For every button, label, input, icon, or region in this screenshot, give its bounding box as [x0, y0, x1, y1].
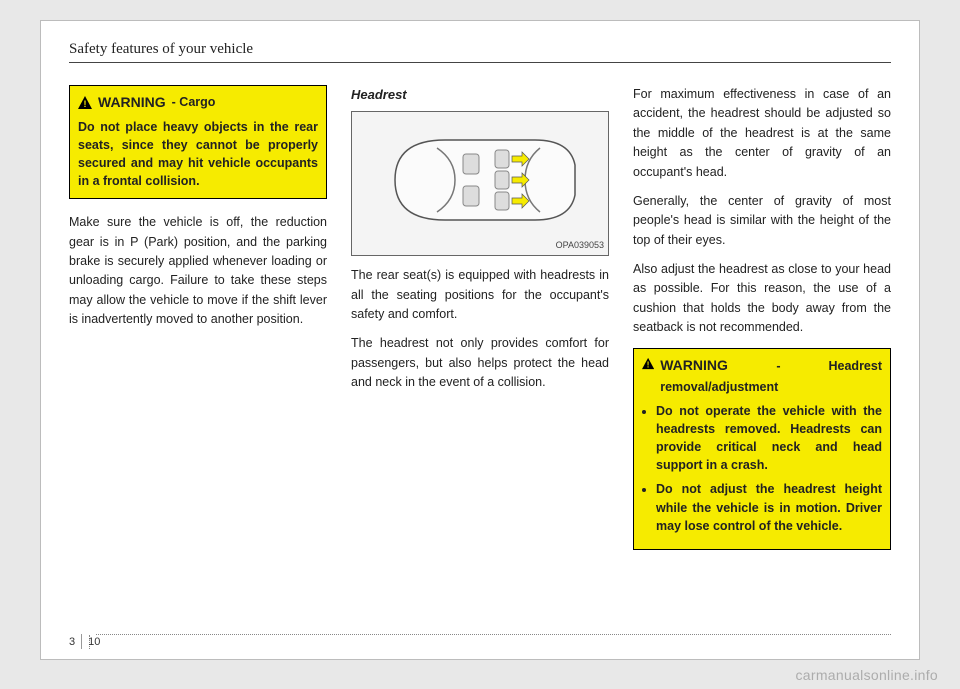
paragraph: The rear seat(s) is equipped with headre… [351, 266, 609, 324]
column-3: For maximum effectiveness in case of an … [633, 85, 891, 564]
page-header: Safety features of your vehicle [69, 41, 891, 63]
warning-list-item: Do not operate the vehicle with the head… [656, 402, 882, 475]
car-top-view-icon [375, 120, 585, 240]
column-1: ! WARNING - Cargo Do not place heavy obj… [69, 85, 327, 564]
page-number-separator [81, 634, 82, 649]
paragraph: For maximum effectiveness in case of an … [633, 85, 891, 182]
warning-title: ! WARNING - Headrest removal/adjustment [642, 355, 882, 398]
warning-list-item: Do not adjust the headrest height while … [656, 480, 882, 534]
figure-headrest-diagram: OPA039053 [351, 111, 609, 256]
warning-title: ! WARNING - Cargo [78, 92, 318, 114]
subheading-headrest: Headrest [351, 85, 609, 105]
columns: ! WARNING - Cargo Do not place heavy obj… [69, 85, 891, 564]
footer-dotted-line [96, 634, 891, 635]
manual-page: Safety features of your vehicle ! WARNIN… [40, 20, 920, 660]
section-number: 3 [69, 636, 75, 648]
paragraph: Make sure the vehicle is off, the reduct… [69, 213, 327, 329]
warning-label: WARNING [98, 92, 166, 114]
warning-triangle-icon: ! [78, 96, 92, 109]
paragraph: Also adjust the headrest as close to you… [633, 260, 891, 338]
figure-caption: OPA039053 [556, 239, 604, 253]
watermark: carmanualsonline.info [796, 667, 939, 683]
column-2: Headrest [351, 85, 609, 564]
warning-box-cargo: ! WARNING - Cargo Do not place heavy obj… [69, 85, 327, 199]
svg-text:!: ! [84, 99, 87, 109]
paragraph: The headrest not only provides com­fort … [351, 334, 609, 392]
warning-triangle-icon: ! [642, 357, 654, 370]
warning-label: WARNING [660, 357, 728, 373]
svg-text:!: ! [647, 360, 650, 369]
warning-subtitle: - Cargo [172, 93, 216, 112]
page-number: 3 10 [69, 634, 100, 649]
page-number-value: 10 [88, 636, 100, 648]
warning-body: Do not place heavy objects in the rear s… [78, 118, 318, 191]
warning-list: Do not operate the vehicle with the head… [642, 402, 882, 535]
warning-box-headrest: ! WARNING - Headrest removal/adjustment … [633, 348, 891, 550]
paragraph: Generally, the center of gravity of most… [633, 192, 891, 250]
